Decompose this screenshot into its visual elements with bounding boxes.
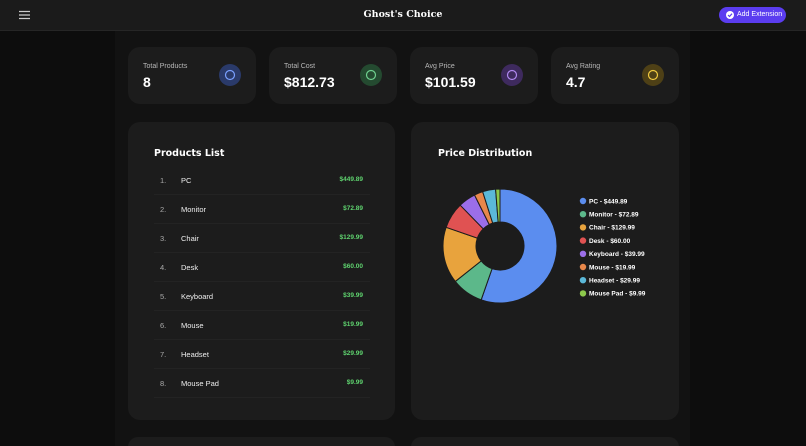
stat-card: Total Cost $812.73 [269,47,397,104]
legend-label: PC - $449.89 [589,198,628,205]
legend-swatch [579,224,587,231]
stat-card: Avg Rating 4.7 [551,47,679,104]
legend-swatch [579,290,587,297]
legend-swatch [579,211,587,218]
legend-swatch [579,237,587,244]
product-row: 2. Monitor $72.89 [154,195,370,224]
icon-glyph [506,69,518,81]
products-panel: Products List [128,122,395,420]
bottom-panel [128,437,395,446]
bottom-panel [411,437,679,446]
row-index: 7. [160,350,167,359]
stat-icon [360,64,382,86]
row-index: 8. [160,379,167,388]
stat-label: Avg Price [425,63,455,70]
row-index: 6. [160,321,167,330]
button-label: Add Extension [737,11,783,18]
product-price: $29.99 [343,350,363,357]
row-index: 1. [160,176,167,185]
product-name: Monitor [181,205,207,214]
stat-card: Avg Price $101.59 [410,47,538,104]
product-price: $39.99 [343,292,363,299]
stat-label: Total Products [143,63,188,70]
stat-label: Total Cost [284,63,316,70]
stat-value: 4.7 [566,74,586,90]
legend-swatch [579,250,587,257]
legend-label: Mouse - $19.99 [589,264,636,271]
product-name: Keyboard [181,292,214,301]
product-name: Mouse Pad [181,379,219,388]
legend-label: Chair - $129.99 [589,225,635,232]
product-row: 1. PC $449.89 [154,166,370,195]
legend-swatch [579,263,587,271]
row-index: 2. [160,205,167,214]
product-price: $72.89 [343,205,363,212]
stat-label: Avg Rating [566,63,601,70]
legend-label: Keyboard - $39.99 [589,251,645,258]
product-row: 7. Headset $29.99 [154,340,370,369]
stat-value: $812.73 [284,74,335,90]
stat-card: Total Products 8 [128,47,256,104]
product-price: $9.99 [346,379,363,386]
product-price: $129.99 [339,234,364,241]
legend-label: Desk - $60.00 [589,238,631,245]
row-index: 3. [160,234,167,243]
donut-slice [495,188,501,223]
row-index: 4. [160,263,167,272]
stat-value: $101.59 [425,74,476,90]
legend-label: Mouse Pad - $9.99 [589,291,646,298]
menu-button[interactable] [19,10,30,20]
top-bar: Ghost's Choice Add Extension [0,0,806,31]
stat-icon [642,64,664,86]
product-name: Headset [181,350,209,359]
product-row: 5. Keyboard $39.99 [154,282,370,311]
product-name: PC [181,176,192,185]
legend-swatch [579,197,587,205]
product-name: Desk [181,263,199,272]
legend-label: Headset - $29.99 [589,278,640,285]
stat-icon [219,64,241,86]
legend-swatch [579,277,587,284]
icon-glyph [647,69,659,81]
product-row: 3. Chair $129.99 [154,224,370,253]
product-price: $449.89 [339,176,364,183]
product-price: $19.99 [343,321,363,328]
product-row: 4. Desk $60.00 [154,253,370,282]
legend-label: Monitor - $72.89 [589,212,639,219]
product-price: $60.00 [343,263,363,270]
product-row: 8. Mouse Pad $9.99 [154,369,370,398]
panel-title: Products List [154,148,225,159]
check-icon [726,11,734,19]
stat-value: 8 [143,74,151,90]
icon-glyph [365,69,377,81]
product-row: 6. Mouse $19.99 [154,311,370,340]
icon-glyph [224,69,236,81]
product-name: Chair [181,234,199,243]
add-extension-button[interactable]: Add Extension [719,7,786,23]
app-title: Ghost's Choice [363,9,443,20]
product-name: Mouse [181,321,204,330]
row-index: 5. [160,292,167,301]
chart-title: Price Distribution [438,148,533,159]
stat-icon [501,64,523,86]
